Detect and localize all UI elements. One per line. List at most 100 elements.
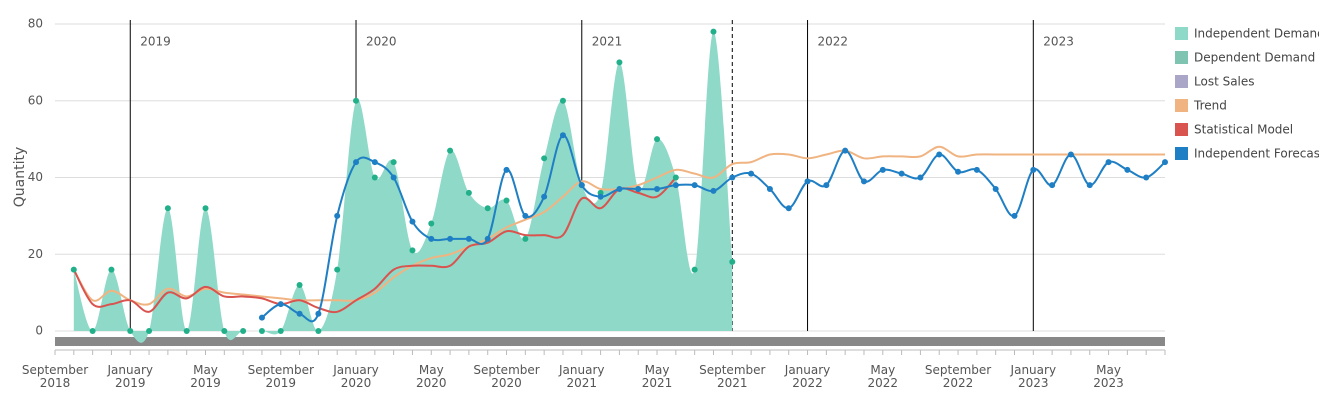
point	[390, 174, 397, 181]
x-tick-label: September 2020	[473, 363, 539, 390]
point	[766, 186, 773, 193]
point	[409, 247, 416, 254]
point	[973, 166, 980, 173]
point	[917, 174, 924, 181]
point	[1162, 159, 1168, 166]
point	[672, 182, 679, 189]
point	[691, 266, 698, 273]
point	[804, 178, 811, 185]
x-tick-label: May 2022	[868, 363, 899, 390]
x-tick-label: September 2019	[248, 363, 314, 390]
point	[1067, 151, 1074, 158]
point	[936, 151, 943, 158]
point	[898, 170, 905, 177]
point	[729, 174, 736, 181]
point	[353, 97, 360, 104]
point	[1011, 212, 1018, 219]
point	[522, 212, 529, 219]
point	[484, 235, 491, 242]
point	[296, 310, 303, 317]
y-tick-label: 60	[28, 93, 43, 107]
point	[635, 186, 642, 193]
point	[258, 328, 265, 334]
point	[296, 281, 303, 288]
point	[503, 197, 510, 204]
point	[390, 159, 397, 166]
point	[202, 205, 209, 212]
point	[465, 189, 472, 196]
point	[484, 205, 491, 212]
point	[503, 166, 510, 173]
y-tick-label: 20	[28, 247, 43, 261]
point	[785, 205, 792, 212]
point	[1086, 182, 1093, 189]
point	[710, 187, 717, 194]
legend: Independent Demand Dependent Demand Lost S…	[1175, 27, 1319, 161]
point	[277, 301, 284, 308]
legend-label: Dependent Demand	[1194, 51, 1315, 65]
point	[710, 28, 717, 35]
point	[240, 328, 247, 334]
point	[559, 97, 566, 104]
scrollbar[interactable]	[55, 337, 1165, 346]
year-label: 2023	[1043, 35, 1074, 49]
point	[559, 132, 566, 139]
point	[748, 170, 755, 177]
legend-label: Statistical Model	[1194, 123, 1293, 137]
y-tick-label: 80	[28, 17, 43, 31]
legend-swatch	[1175, 75, 1188, 88]
point	[842, 147, 849, 154]
point	[1105, 159, 1112, 166]
legend-label: Trend	[1193, 99, 1227, 113]
point	[1030, 166, 1037, 173]
point	[823, 182, 830, 189]
point	[315, 310, 322, 317]
x-tick-label: January 2021	[558, 363, 605, 390]
year-label: 2019	[140, 35, 171, 49]
y-tick-label: 40	[28, 170, 43, 184]
point	[334, 266, 341, 273]
point	[315, 328, 322, 334]
point	[955, 168, 962, 175]
y-axis-label: Quantity	[12, 147, 28, 208]
x-tick-label: May 2023	[1093, 363, 1124, 390]
y-tick-label: 0	[35, 324, 43, 338]
point	[277, 328, 284, 334]
x-tick-label: January 2022	[784, 363, 831, 390]
point	[353, 159, 360, 166]
year-label: 2022	[818, 35, 849, 49]
point	[672, 174, 679, 181]
point	[108, 266, 115, 273]
point	[146, 328, 153, 334]
x-tick-label: May 2020	[416, 363, 447, 390]
point	[522, 235, 529, 242]
point	[70, 266, 77, 273]
x-tick-label: January 2023	[1010, 363, 1057, 390]
point	[221, 328, 228, 334]
point	[1049, 182, 1056, 189]
point	[729, 258, 736, 265]
legend-swatch	[1175, 123, 1188, 136]
demand-area	[73, 31, 733, 343]
x-tick-label: September 2021	[699, 363, 765, 390]
point	[258, 314, 265, 321]
x-tick-label: September 2022	[925, 363, 991, 390]
point	[654, 136, 661, 143]
x-tick-label: May 2021	[642, 363, 673, 390]
point	[428, 235, 435, 242]
point	[1124, 166, 1131, 173]
point	[371, 174, 378, 181]
point	[654, 186, 661, 193]
area-layer	[73, 31, 733, 343]
legend-swatch	[1175, 27, 1188, 40]
point	[616, 186, 623, 193]
point	[334, 212, 341, 219]
point	[164, 205, 171, 212]
point	[992, 186, 999, 193]
point	[541, 193, 548, 200]
point	[541, 155, 548, 162]
point	[428, 220, 435, 227]
point	[616, 59, 623, 66]
x-tick-label: January 2019	[107, 363, 154, 390]
